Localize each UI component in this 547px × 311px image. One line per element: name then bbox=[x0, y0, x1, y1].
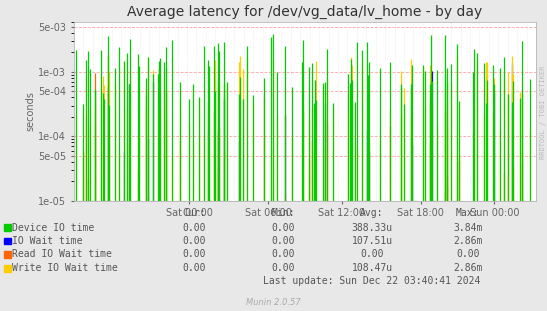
Text: 0.00: 0.00 bbox=[183, 236, 206, 246]
Text: Max:: Max: bbox=[456, 208, 479, 218]
Title: Average latency for /dev/vg_data/lv_home - by day: Average latency for /dev/vg_data/lv_home… bbox=[127, 5, 482, 19]
Text: 107.51u: 107.51u bbox=[351, 236, 393, 246]
Text: 0.00: 0.00 bbox=[272, 263, 295, 273]
Text: 0.00: 0.00 bbox=[360, 249, 383, 259]
Text: 2.86m: 2.86m bbox=[453, 263, 482, 273]
Text: RRDTOOL / TOBI OETIKER: RRDTOOL / TOBI OETIKER bbox=[540, 65, 546, 159]
Text: 108.47u: 108.47u bbox=[351, 263, 393, 273]
Text: Write IO Wait time: Write IO Wait time bbox=[12, 263, 118, 273]
Text: 0.00: 0.00 bbox=[183, 223, 206, 233]
Text: IO Wait time: IO Wait time bbox=[12, 236, 83, 246]
Text: Cur:: Cur: bbox=[183, 208, 206, 218]
Text: 0.00: 0.00 bbox=[272, 236, 295, 246]
Text: Read IO Wait time: Read IO Wait time bbox=[12, 249, 112, 259]
Y-axis label: seconds: seconds bbox=[25, 91, 36, 131]
Text: Avg:: Avg: bbox=[360, 208, 383, 218]
Text: 3.84m: 3.84m bbox=[453, 223, 482, 233]
Text: 388.33u: 388.33u bbox=[351, 223, 393, 233]
Text: Munin 2.0.57: Munin 2.0.57 bbox=[246, 298, 301, 307]
Text: 0.00: 0.00 bbox=[183, 263, 206, 273]
Text: 0.00: 0.00 bbox=[272, 223, 295, 233]
Text: Device IO time: Device IO time bbox=[12, 223, 95, 233]
Text: Min:: Min: bbox=[272, 208, 295, 218]
Text: Last update: Sun Dec 22 03:40:41 2024: Last update: Sun Dec 22 03:40:41 2024 bbox=[263, 276, 481, 286]
Text: 2.86m: 2.86m bbox=[453, 236, 482, 246]
Text: 0.00: 0.00 bbox=[272, 249, 295, 259]
Text: 0.00: 0.00 bbox=[456, 249, 479, 259]
Text: 0.00: 0.00 bbox=[183, 249, 206, 259]
